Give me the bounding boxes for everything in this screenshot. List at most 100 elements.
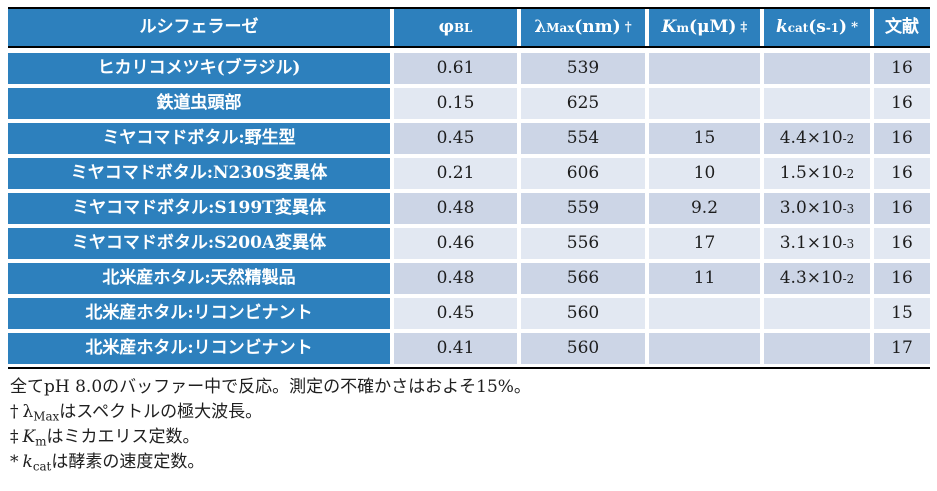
reference-value: 15 xyxy=(891,303,913,323)
kcat-value-base: 4.3×10 xyxy=(779,268,843,288)
footnote-km-text: はミカエリス定数。 xyxy=(46,427,200,447)
dagger-footnote-mark: † xyxy=(10,402,19,422)
lambda-unit: (nm) xyxy=(574,17,621,37)
luciferase-name: ミヤコマドボタル:N230S変異体 xyxy=(70,163,328,183)
phi-value: 0.45 xyxy=(436,128,475,148)
reference-value: 16 xyxy=(891,233,913,253)
luciferase-name: 北米産ホタル:リコンビナント xyxy=(85,303,313,323)
phi-value-cell: 0.61 xyxy=(394,53,517,84)
phi-symbol: φ xyxy=(438,17,454,37)
km-value-cell xyxy=(649,333,760,364)
kcat-value-cell xyxy=(764,298,870,329)
reference-cell: 16 xyxy=(874,53,930,84)
km-value-cell xyxy=(649,298,760,329)
table-body: ヒカリコメツキ(ブラジル) 0.61 539 16 鉄道虫頭部 0.15 625 xyxy=(8,48,930,367)
lambda-value-cell: 554 xyxy=(521,123,645,154)
table-row: 北米産ホタル:リコンビナント 0.41 560 17 xyxy=(8,333,930,364)
column-header-references-label: 文献 xyxy=(885,17,919,37)
reference-cell: 15 xyxy=(874,298,930,329)
kcat-value-cell xyxy=(764,88,870,119)
table-row: 鉄道虫頭部 0.15 625 16 xyxy=(8,88,930,119)
footnote-kcat-symbol: k xyxy=(22,452,33,472)
lambda-value: 539 xyxy=(566,58,600,78)
reference-value: 16 xyxy=(891,163,913,183)
asterisk-footnote-mark: * xyxy=(10,452,19,472)
reference-value: 16 xyxy=(891,58,913,78)
km-value-cell: 9.2 xyxy=(649,193,760,224)
phi-value-cell: 0.45 xyxy=(394,123,517,154)
footnote-lambda: † λMaxはスペクトルの極大波長。 xyxy=(10,400,920,425)
lambda-value: 566 xyxy=(566,268,600,288)
lambda-value: 559 xyxy=(566,198,600,218)
luciferase-name-cell: ミヤコマドボタル:野生型 xyxy=(8,123,390,154)
kcat-value-cell xyxy=(764,53,870,84)
table-row: 北米産ホタル:リコンビナント 0.45 560 15 xyxy=(8,298,930,329)
table-row: 北米産ホタル:天然精製品 0.48 566 11 4.3×10 -2 16 xyxy=(8,263,930,294)
footnote-km: ‡ Kmはミカエリス定数。 xyxy=(10,425,920,450)
phi-value-cell: 0.45 xyxy=(394,298,517,329)
kcat-value-base: 1.5×10 xyxy=(779,163,843,183)
lambda-value-cell: 560 xyxy=(521,298,645,329)
footnote-lambda-text: はスペクトルの極大波長。 xyxy=(59,402,263,422)
lambda-value: 625 xyxy=(566,93,600,113)
reference-cell: 16 xyxy=(874,88,930,119)
km-value: 17 xyxy=(693,233,716,253)
phi-value: 0.45 xyxy=(436,303,475,323)
luciferase-name: ヒカリコメツキ(ブラジル) xyxy=(97,58,301,78)
table-row: ヒカリコメツキ(ブラジル) 0.61 539 16 xyxy=(8,53,930,84)
kcat-value-cell: 3.0×10 -3 xyxy=(764,193,870,224)
footnote-kcat-subscript: cat xyxy=(32,459,52,474)
luciferase-name-cell: 北米産ホタル:リコンビナント xyxy=(8,333,390,364)
phi-value: 0.48 xyxy=(436,268,475,288)
table-row: ミヤコマドボタル:N230S変異体 0.21 606 10 1.5×10 -2 1… xyxy=(8,158,930,189)
reference-cell: 17 xyxy=(874,333,930,364)
phi-value: 0.21 xyxy=(436,163,475,183)
phi-value: 0.61 xyxy=(436,58,475,78)
luciferase-name: ミヤコマドボタル:S200A変異体 xyxy=(71,233,327,253)
lambda-value-cell: 539 xyxy=(521,53,645,84)
lambda-value: 606 xyxy=(566,163,600,183)
luciferase-name: 鉄道虫頭部 xyxy=(156,93,242,113)
kcat-unit-post: ) xyxy=(839,17,848,37)
km-unit: (μM) xyxy=(689,17,737,37)
kcat-value-base: 3.1×10 xyxy=(779,233,843,253)
reference-cell: 16 xyxy=(874,263,930,294)
kcat-symbol: k xyxy=(775,17,788,37)
reference-value: 16 xyxy=(891,128,913,148)
km-value-cell xyxy=(649,88,760,119)
lambda-value-cell: 556 xyxy=(521,228,645,259)
luciferase-name-cell: ミヤコマドボタル:S200A変異体 xyxy=(8,228,390,259)
reference-value: 16 xyxy=(891,93,913,113)
km-value: 9.2 xyxy=(690,198,719,218)
luciferase-name: ミヤコマドボタル:S199T変異体 xyxy=(72,198,326,218)
km-symbol: K xyxy=(661,17,677,37)
phi-value-cell: 0.15 xyxy=(394,88,517,119)
luciferase-name: ミヤコマドボタル:野生型 xyxy=(102,128,296,148)
lambda-value: 556 xyxy=(566,233,600,253)
lambda-value: 560 xyxy=(566,303,600,323)
lambda-value: 560 xyxy=(566,338,600,358)
luciferase-name: 北米産ホタル:天然精製品 xyxy=(102,268,296,288)
phi-value-cell: 0.48 xyxy=(394,263,517,294)
km-value: 15 xyxy=(693,128,716,148)
km-value-cell: 11 xyxy=(649,263,760,294)
km-value-cell: 15 xyxy=(649,123,760,154)
luciferase-name-cell: ヒカリコメツキ(ブラジル) xyxy=(8,53,390,84)
footnote-kcat: * kcatは酵素の速度定数。 xyxy=(10,450,920,475)
lambda-value-cell: 559 xyxy=(521,193,645,224)
footnote-lambda-subscript: Max xyxy=(33,409,60,424)
kcat-value-base: 3.0×10 xyxy=(779,198,843,218)
table-row: ミヤコマドボタル:S199T変異体 0.48 559 9.2 3.0×10 -3 … xyxy=(8,193,930,224)
footnote-km-subscript: m xyxy=(35,434,47,449)
footnote-kcat-text: は酵素の速度定数。 xyxy=(51,452,205,472)
luciferase-name-cell: 北米産ホタル:天然精製品 xyxy=(8,263,390,294)
lambda-value-cell: 606 xyxy=(521,158,645,189)
column-header-luciferase: ルシフェラーゼ xyxy=(8,9,390,46)
footnote-km-symbol: K xyxy=(22,427,36,447)
km-value: 11 xyxy=(693,268,716,288)
phi-value: 0.15 xyxy=(436,93,475,113)
footnote-general-text: 全てpH 8.0のバッファー中で反応。測定の不確かさはおよそ15%。 xyxy=(10,377,531,397)
km-value-cell xyxy=(649,53,760,84)
